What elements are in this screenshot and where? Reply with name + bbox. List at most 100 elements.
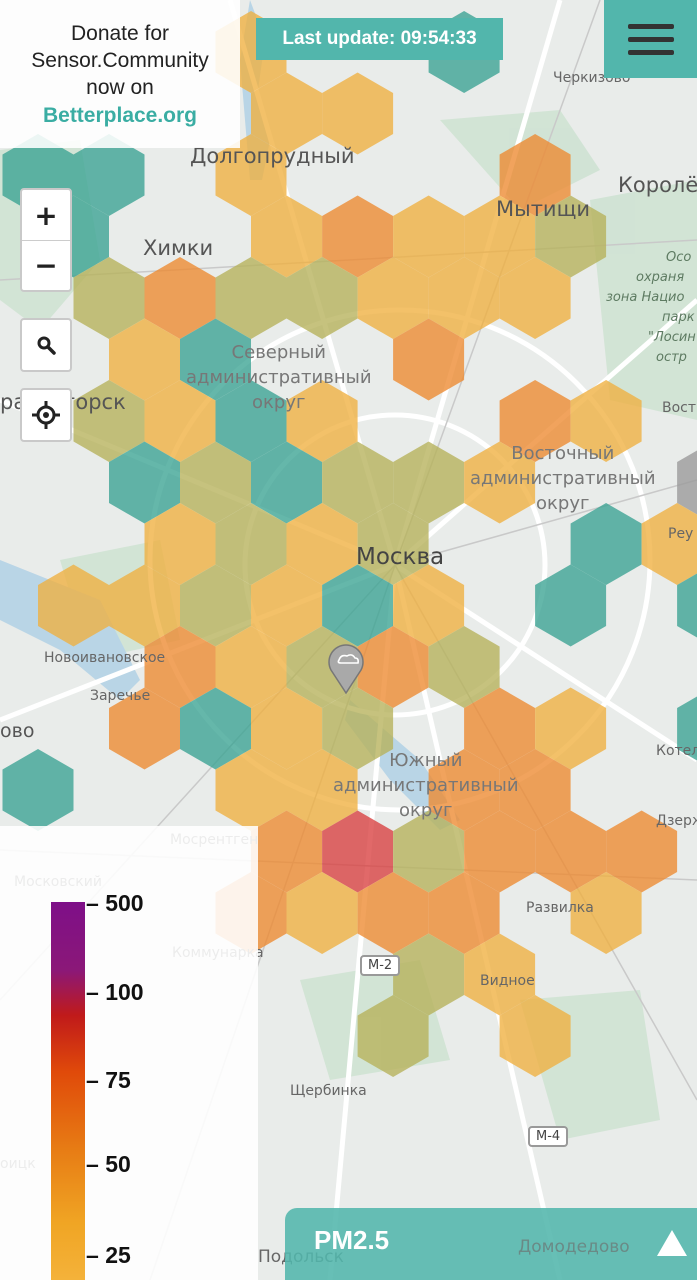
sensor-hex-cell[interactable] — [570, 503, 642, 585]
sensor-hex-cell[interactable] — [180, 318, 251, 401]
sensor-hex-cell[interactable] — [322, 72, 394, 155]
sensor-marker-icon[interactable] — [328, 644, 364, 695]
sensor-hex-cell[interactable] — [570, 380, 642, 462]
donate-line-2: Sensor.Community — [31, 49, 209, 72]
sensor-hex-cell[interactable] — [393, 564, 465, 647]
sensor-hex-cell[interactable] — [180, 687, 251, 770]
sensor-hex-cell[interactable] — [535, 195, 607, 278]
legend-tick-25: – 25 — [86, 1242, 131, 1268]
sensor-hex-cell[interactable] — [109, 687, 180, 770]
sensor-hex-cell[interactable] — [606, 810, 678, 893]
zoom-in-button[interactable]: + — [34, 198, 58, 232]
sensor-hex-cell[interactable] — [286, 380, 358, 462]
sensor-hex-cell[interactable] — [322, 441, 394, 524]
sensor-hex-cell[interactable] — [393, 810, 465, 893]
sensor-hex-cell[interactable] — [286, 257, 358, 339]
sensor-hex-cell[interactable] — [180, 564, 251, 647]
sensor-hex-cell[interactable] — [180, 441, 251, 524]
sensor-hex-cell[interactable] — [322, 564, 394, 647]
hamburger-menu-icon — [627, 23, 674, 29]
sensor-hex-cell[interactable] — [464, 933, 536, 1016]
road-shield-m2: М-2 — [360, 955, 401, 976]
sensor-hex-cell[interactable] — [464, 195, 536, 278]
hamburger-menu-icon-bar — [627, 49, 674, 55]
sensor-hex-cell[interactable] — [251, 72, 323, 155]
hamburger-menu-icon-bar — [627, 36, 674, 42]
sensor-hex-cell[interactable] — [144, 380, 216, 462]
sensor-hex-cell[interactable] — [535, 810, 607, 893]
sensor-hex-cell[interactable] — [641, 503, 697, 585]
sensor-hex-cell[interactable] — [499, 134, 571, 216]
zoom-controls: + − — [20, 188, 72, 292]
sensor-hex-cell[interactable] — [322, 687, 394, 770]
sensor-hex-cell[interactable] — [428, 626, 500, 708]
sensor-hex-cell[interactable] — [357, 626, 429, 708]
sensor-hex-cell[interactable] — [215, 134, 287, 216]
sensor-hex-cell[interactable] — [393, 933, 465, 1016]
sensor-hex-cell[interactable] — [286, 749, 358, 831]
sensor-hex-cell[interactable] — [677, 442, 697, 524]
sensor-hex-cell[interactable] — [251, 687, 323, 770]
sensor-hex-cell[interactable] — [215, 749, 287, 831]
legend-tick-100: – 100 — [86, 979, 144, 1005]
sensor-hex-cell[interactable] — [393, 195, 465, 278]
sensor-hex-cell[interactable] — [251, 564, 323, 647]
sensor-hex-cell[interactable] — [144, 257, 216, 339]
pm-color-legend: – 500 – 100 – 75 – 50 – 25 — [0, 826, 258, 1280]
sensor-hex-cell[interactable] — [428, 749, 500, 831]
legend-tick-75: – 75 — [86, 1067, 131, 1093]
sensor-hex-cell[interactable] — [464, 441, 536, 524]
sensor-hex-cell[interactable] — [144, 626, 216, 708]
sensor-hex-cell[interactable] — [677, 688, 697, 770]
sensor-hex-cell[interactable] — [677, 565, 697, 647]
sensor-hex-cell[interactable] — [109, 318, 180, 401]
sensor-hex-cell[interactable] — [144, 503, 216, 585]
sensor-hex-cell[interactable] — [73, 380, 145, 462]
sensor-hex-cell[interactable] — [251, 810, 323, 893]
zoom-out-button[interactable]: − — [22, 240, 70, 290]
sensor-hex-cell[interactable] — [322, 195, 394, 278]
sensor-hex-cell[interactable] — [499, 380, 571, 462]
sensor-hex-cell[interactable] — [535, 687, 607, 770]
locate-control — [20, 388, 72, 442]
search-button[interactable] — [22, 320, 70, 370]
sensor-hex-cell[interactable] — [286, 872, 358, 954]
sensor-hex-cell[interactable] — [73, 257, 145, 339]
sensor-hex-cell[interactable] — [499, 995, 571, 1077]
sensor-hex-cell[interactable] — [215, 257, 287, 339]
sensor-hex-cell[interactable] — [357, 995, 429, 1077]
sensor-hex-cell[interactable] — [109, 441, 180, 524]
donate-panel: Donate for Sensor.Community now on Bette… — [0, 0, 240, 148]
sensor-hex-cell[interactable] — [109, 564, 180, 647]
last-update-badge: Last update: 09:54:33 — [256, 18, 503, 60]
sensor-hex-cell[interactable] — [357, 257, 429, 339]
sensor-hex-cell[interactable] — [357, 503, 429, 585]
sensor-hex-cell[interactable] — [251, 195, 323, 278]
locate-button[interactable] — [22, 390, 70, 440]
betterplace-link[interactable]: Betterplace.org — [42, 104, 198, 127]
sensor-hex-cell[interactable] — [428, 257, 500, 339]
sensor-hex-cell[interactable] — [215, 380, 287, 462]
sensor-hex-cell[interactable] — [499, 749, 571, 831]
pm-selector-bar[interactable]: PM2.5 — [285, 1208, 697, 1280]
sensor-hex-cell[interactable] — [38, 564, 109, 647]
sensor-hex-cell[interactable] — [322, 810, 394, 893]
sensor-hex-cell[interactable] — [393, 441, 465, 524]
sensor-hex-cell[interactable] — [215, 626, 287, 708]
sensor-hex-cell[interactable] — [428, 872, 500, 954]
sensor-hex-cell[interactable] — [499, 257, 571, 339]
sensor-hex-cell[interactable] — [357, 872, 429, 954]
sensor-hex-cell[interactable] — [570, 872, 642, 954]
sensor-hex-cell[interactable] — [73, 134, 145, 216]
sensor-hex-cell[interactable] — [215, 503, 287, 585]
triangle-up-icon[interactable] — [657, 1230, 687, 1256]
menu-button[interactable] — [604, 0, 697, 78]
sensor-hex-cell[interactable] — [2, 749, 74, 831]
sensor-hex-cell[interactable] — [393, 318, 465, 401]
sensor-hex-cell[interactable] — [535, 564, 607, 647]
sensor-hex-cell[interactable] — [464, 687, 536, 770]
sensor-hex-cell[interactable] — [286, 503, 358, 585]
sensor-hex-cell[interactable] — [464, 810, 536, 893]
sensor-hex-cell[interactable] — [251, 441, 323, 524]
